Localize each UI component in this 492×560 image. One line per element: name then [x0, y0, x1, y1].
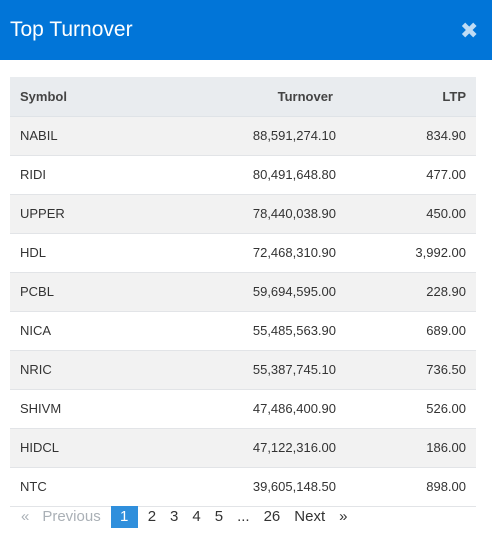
cell-turnover: 78,440,038.90	[252, 206, 336, 221]
cell-ltp: 736.50	[426, 362, 466, 377]
modal-title: Top Turnover	[10, 18, 133, 41]
table-row[interactable]: PCBL 59,694,595.00 228.90	[10, 272, 476, 311]
close-icon: ✖	[460, 18, 479, 43]
page-link[interactable]: 2	[147, 508, 157, 525]
column-header-turnover[interactable]: Turnover	[160, 77, 341, 117]
cell-symbol: NICA	[20, 323, 52, 338]
cell-symbol: HDL	[20, 245, 47, 260]
page-link[interactable]: 3	[170, 508, 179, 525]
cell-symbol: UPPER	[20, 206, 65, 221]
column-header-symbol[interactable]: Symbol	[10, 77, 160, 117]
table-header: Symbol Turnover LTP	[10, 77, 476, 117]
page-link[interactable]: 4	[192, 508, 201, 525]
column-header-ltp[interactable]: LTP	[341, 77, 476, 117]
cell-turnover: 55,387,745.10	[252, 362, 336, 377]
cell-turnover: 55,485,563.90	[252, 323, 336, 338]
next-page-link[interactable]: Next	[294, 508, 326, 525]
page-link-active[interactable]: 1	[110, 506, 138, 528]
table-header-row: Symbol Turnover LTP	[10, 77, 476, 117]
cell-symbol: RIDI	[20, 167, 46, 182]
page-link[interactable]: 26	[263, 508, 281, 525]
cell-ltp: 477.00	[426, 167, 466, 182]
table-row[interactable]: HDL 72,468,310.90 3,992.00	[10, 233, 476, 272]
page-ellipsis: ...	[237, 508, 250, 525]
table-row[interactable]: NTC 39,605,148.50 898.00	[10, 467, 476, 506]
page-number-list: 1 2 3 4 5... 26	[108, 506, 288, 528]
table-row[interactable]: NRIC 55,387,745.10 736.50	[10, 350, 476, 389]
turnover-table: Symbol Turnover LTP NABIL 88,591,274.10 83…	[10, 77, 476, 507]
cell-ltp: 450.00	[426, 206, 466, 221]
cell-symbol: HIDCL	[20, 440, 60, 455]
table-row[interactable]: HIDCL 47,122,316.00 186.00	[10, 428, 476, 467]
cell-turnover: 47,486,400.90	[252, 401, 336, 416]
cell-ltp: 3,992.00	[415, 245, 466, 260]
cell-ltp: 228.90	[426, 284, 466, 299]
table-row[interactable]: UPPER 78,440,038.90 450.00	[10, 194, 476, 233]
cell-symbol: PCBL	[20, 284, 54, 299]
cell-turnover: 80,491,648.80	[252, 167, 336, 182]
pagination: « Previous 1 2 3 4 5... 26 Next »	[14, 505, 354, 529]
table-row[interactable]: RIDI 80,491,648.80 477.00	[10, 155, 476, 194]
cell-turnover: 59,694,595.00	[252, 284, 336, 299]
cell-ltp: 186.00	[426, 440, 466, 455]
cell-symbol: NABIL	[20, 128, 58, 143]
cell-turnover: 47,122,316.00	[252, 440, 336, 455]
turnover-table-container: Symbol Turnover LTP NABIL 88,591,274.10 83…	[10, 77, 476, 507]
cell-symbol: SHIVM	[20, 401, 62, 416]
previous-arrow: «	[21, 508, 30, 525]
cell-turnover: 88,591,274.10	[252, 128, 336, 143]
cell-turnover: 72,468,310.90	[252, 245, 336, 260]
modal-header: Top Turnover ✖	[0, 0, 492, 60]
table-row[interactable]: SHIVM 47,486,400.90 526.00	[10, 389, 476, 428]
cell-ltp: 898.00	[426, 479, 466, 494]
previous-page-link: Previous	[42, 508, 101, 525]
cell-turnover: 39,605,148.50	[252, 479, 336, 494]
table-row[interactable]: NABIL 88,591,274.10 834.90	[10, 116, 476, 155]
cell-symbol: NTC	[20, 479, 47, 494]
table-row[interactable]: NICA 55,485,563.90 689.00	[10, 311, 476, 350]
page-link[interactable]: 5	[214, 508, 224, 525]
close-button[interactable]: ✖	[460, 20, 478, 42]
cell-ltp: 689.00	[426, 323, 466, 338]
next-arrow[interactable]: »	[339, 508, 348, 525]
cell-symbol: NRIC	[20, 362, 52, 377]
cell-ltp: 526.00	[426, 401, 466, 416]
cell-ltp: 834.90	[426, 128, 466, 143]
table-body: NABIL 88,591,274.10 834.90 RIDI 80,491,648.8…	[10, 116, 476, 506]
